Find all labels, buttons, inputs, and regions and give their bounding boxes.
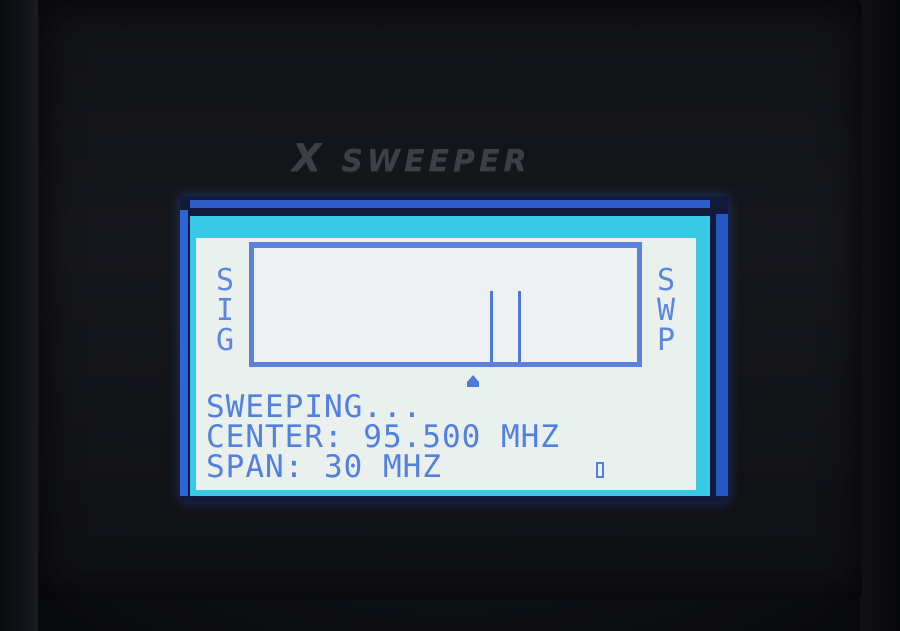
- span-text: SPAN: 30 MHZ: [206, 449, 442, 485]
- brand-name: SWEEPER: [341, 144, 531, 179]
- center-frequency-text: CENTER: 95.500 MHZ: [206, 419, 560, 455]
- signal-label-letter: G: [215, 323, 235, 358]
- spectrum-plot: [249, 242, 642, 367]
- sweep-status-text: SWEEPING...: [206, 389, 423, 425]
- lcd-backlight-right: [716, 214, 728, 496]
- signal-label-letter: S: [215, 263, 235, 298]
- device-left-edge: [0, 0, 38, 631]
- signal-label-letter: I: [215, 293, 235, 328]
- brand-mark: X: [292, 136, 326, 180]
- lcd-backlight-top: [190, 200, 710, 208]
- activity-indicator-icon: [596, 462, 604, 478]
- lcd-backlight-left: [180, 210, 188, 496]
- sweep-label-letter: W: [656, 293, 676, 328]
- device-right-edge: [860, 0, 900, 631]
- sweep-label-letter: P: [656, 323, 676, 358]
- spectrum-peak: [490, 291, 493, 362]
- sweep-label-letter: S: [656, 263, 676, 298]
- spectrum-peak: [518, 291, 521, 362]
- triangle-marker-icon: [467, 375, 479, 387]
- brand-logo: X SWEEPER: [292, 136, 632, 180]
